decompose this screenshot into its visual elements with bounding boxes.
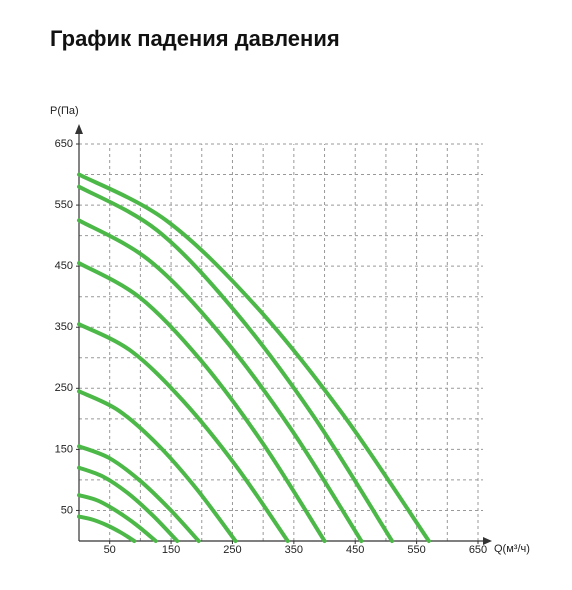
y-tick-label: 450 [55, 260, 73, 272]
curve [77, 218, 364, 543]
curve [77, 261, 327, 543]
y-tick-label: 150 [55, 443, 73, 455]
x-axis-label: Q(м³/ч) [494, 543, 530, 555]
y-tick-label: 50 [61, 504, 73, 516]
curve [77, 184, 395, 543]
x-tick-label: 150 [162, 544, 180, 556]
curve [77, 493, 158, 543]
x-tick-label: 50 [104, 544, 116, 556]
y-axis-label: P(Па) [50, 105, 79, 117]
curve [77, 444, 201, 543]
x-tick-label: 450 [346, 544, 364, 556]
y-tick-label: 350 [55, 321, 73, 333]
x-tick-label: 350 [285, 544, 303, 556]
y-tick-label: 650 [55, 138, 73, 150]
y-axis-arrow [75, 124, 83, 134]
x-tick-label: 250 [223, 544, 241, 556]
curve [77, 322, 290, 543]
x-tick-label: 550 [407, 544, 425, 556]
x-tick-label: 650 [469, 544, 487, 556]
chart-title: График падения давления [50, 26, 340, 51]
x-axis-arrow [483, 537, 492, 545]
curve [77, 514, 137, 543]
curve [77, 172, 431, 543]
curve [77, 389, 238, 543]
y-tick-label: 550 [55, 199, 73, 211]
y-tick-label: 250 [55, 382, 73, 394]
curve [77, 465, 180, 543]
